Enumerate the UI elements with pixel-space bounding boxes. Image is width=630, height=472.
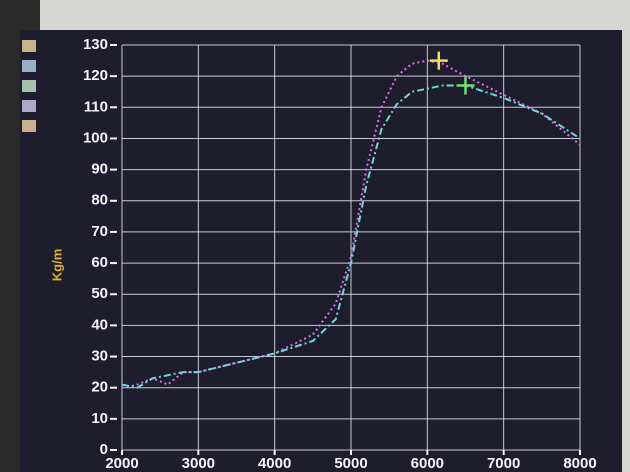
y-tick-label: 20 [91,379,108,396]
y-tick-label: 50 [91,285,108,302]
series-line [121,59,581,389]
y-axis-label: Kg/m [49,249,64,282]
y-tick-label: 90 [91,161,108,178]
swatch [22,100,36,112]
y-tick-label: 70 [91,223,108,240]
x-tick-label: 4000 [258,455,291,472]
y-tick-label: 30 [91,348,108,365]
peak-marker [456,76,475,95]
y-tick-label: 10 [91,410,108,427]
y-tick-label: 100 [83,129,108,146]
plot-area: 0 10 20 30 40 50 60 70 80 90 100 110 120 130 2000 3000 4… [83,36,597,472]
x-tick-label: 6000 [411,455,444,472]
peak-marker [429,51,448,70]
y-tick-label: 60 [91,254,108,271]
swatch [22,60,36,72]
x-tick-label: 7000 [487,455,520,472]
y-tick-label: 0 [100,441,108,458]
y-tick-label: 130 [83,36,108,53]
swatch [22,40,36,52]
x-tick-label: 3000 [182,455,215,472]
x-tick-label: 5000 [334,455,367,472]
y-tick-label: 80 [91,192,108,209]
x-tick-label: 2000 [105,455,138,472]
y-tick-label: 110 [84,98,108,115]
swatch [22,120,36,132]
swatch [22,80,36,92]
y-tick-label: 40 [91,316,108,333]
screen [20,30,622,472]
x-tick-label: 8000 [563,455,596,472]
y-tick-label: 120 [83,67,108,84]
